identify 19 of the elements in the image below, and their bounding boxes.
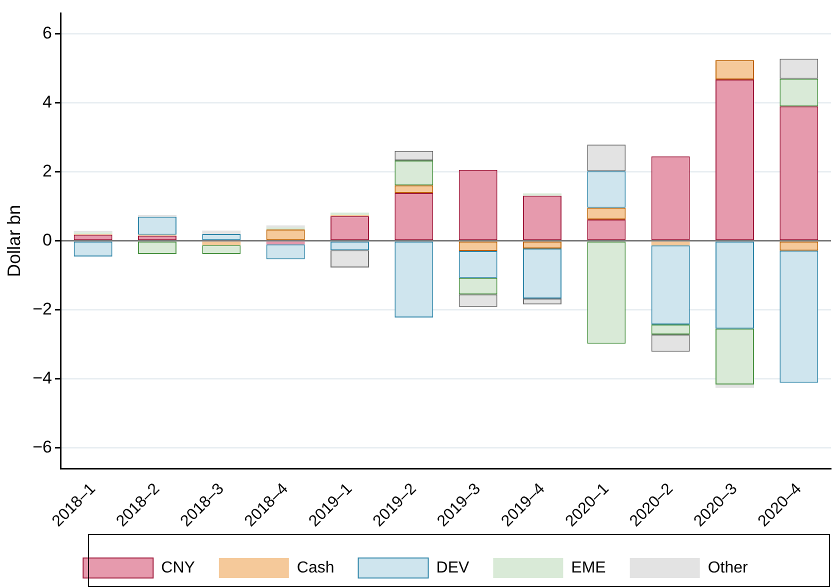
y-tick-label: 2 (42, 162, 52, 181)
bar (651, 242, 690, 246)
bar (202, 242, 241, 246)
legend-label: DEV (436, 559, 470, 576)
y-tick-label: 4 (42, 92, 52, 112)
legend-label: CNY (161, 559, 196, 576)
bar (266, 242, 305, 244)
bar (202, 230, 241, 234)
legend-label: EME (571, 559, 606, 576)
bar (330, 212, 369, 216)
y-tick-label: 6 (42, 24, 52, 43)
y-tick-label: 0 (42, 230, 52, 250)
y-tick-label: −4 (32, 368, 52, 388)
bar (266, 227, 305, 230)
y-tick-label: −6 (32, 438, 52, 457)
y-tick-label: −2 (32, 300, 52, 319)
legend-label: Cash (296, 559, 334, 576)
legend-label: Other (708, 559, 749, 576)
y-axis-title: Dollar bn (4, 204, 24, 277)
